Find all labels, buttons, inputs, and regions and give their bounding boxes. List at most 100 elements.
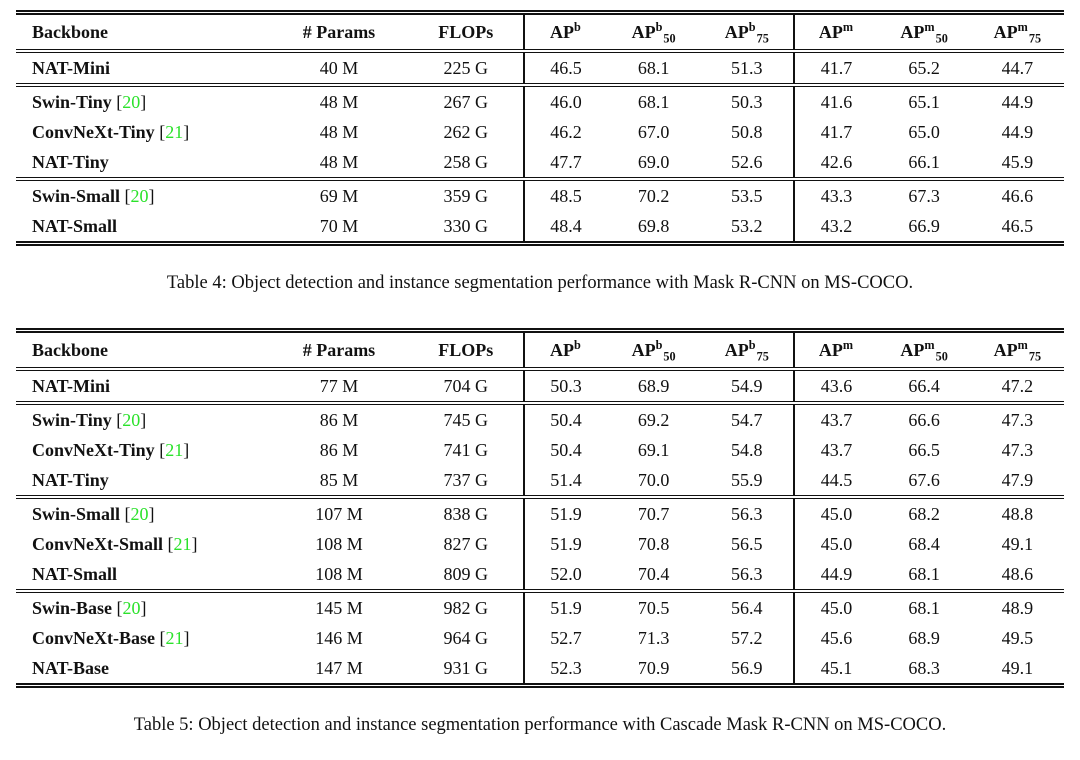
- ap-value-cell: 69.8: [637, 215, 670, 236]
- table-row: ConvNeXt-Tiny [21] 48 M 262 G 46.2 67.0 50.8 4…: [16, 117, 1064, 147]
- ap-value-cell: 68.1: [637, 57, 670, 78]
- ap-value-cell: 43.6: [793, 369, 878, 403]
- ap-value-cell: 46.5: [1001, 215, 1034, 236]
- flops-cell: 745 G: [408, 401, 524, 435]
- col-header-ap-m-75: APm75: [970, 12, 1064, 53]
- table-row: NAT-Tiny 48 M 258 G 47.7 69.0 52.6 42.6 66.1 45.…: [16, 147, 1064, 179]
- ap-value-cell: 65.1: [877, 83, 971, 117]
- backbone-name: NAT-Tiny: [32, 469, 109, 490]
- backbone-cell: Swin-Tiny [20]: [16, 401, 270, 435]
- ap-value-cell: 68.3: [908, 657, 940, 678]
- col-header-flops: FLOPs: [408, 330, 524, 371]
- table-body: NAT-Mini 40 M 225 G 46.5 68.1 51.3 41.7 65.2 44.…: [16, 51, 1064, 244]
- citation-number: 21: [165, 439, 184, 460]
- params-cell: 147 M: [315, 657, 363, 678]
- ap-value-cell: 68.1: [607, 83, 701, 117]
- header-row: Backbone # Params FLOPs APb APb50 APb75 APm APm…: [16, 12, 1064, 53]
- ap-value-cell: 46.6: [970, 177, 1064, 211]
- ap-value-cell: 45.1: [793, 653, 878, 686]
- flops-cell: 741 G: [443, 439, 489, 460]
- flops-cell: 809 G: [443, 563, 489, 584]
- ap-value-cell: 47.3: [970, 401, 1064, 435]
- ap-value-cell: 43.7: [793, 401, 878, 435]
- params-cell: 48 M: [319, 151, 359, 172]
- table-row: Swin-Small [20] 107 M 838 G 51.9 70.7 56.3 45.…: [16, 495, 1064, 529]
- ap-value-cell: 48.9: [970, 589, 1064, 623]
- ap-value-cell: 46.2: [522, 117, 608, 147]
- table-row: ConvNeXt-Small [21] 108 M 827 G 51.9 70.8 56.…: [16, 529, 1064, 559]
- ap-value-cell: 54.7: [700, 401, 795, 435]
- params-cell: 145 M: [269, 589, 409, 623]
- backbone-cell: NAT-Small: [16, 559, 269, 591]
- flops-cell: 262 G: [443, 121, 489, 142]
- table4-caption: Table 4: Object detection and instance s…: [166, 273, 914, 293]
- ap-value-cell: 69.0: [637, 151, 670, 172]
- ap-value-cell: 56.3: [731, 563, 763, 584]
- ap-value-cell: 57.2: [731, 627, 763, 648]
- ap-value-cell: 56.3: [700, 495, 795, 529]
- ap-value-cell: 56.4: [700, 589, 795, 623]
- ap-value-cell: 44.9: [1001, 121, 1034, 142]
- params-cell: 108 M: [315, 533, 363, 554]
- params-cell: 85 M: [319, 469, 359, 490]
- ap-value-cell: 45.0: [793, 529, 878, 559]
- ap-value-cell: 51.9: [522, 589, 608, 623]
- ap-value-cell: 51.9: [522, 495, 608, 529]
- params-cell: 86 M: [269, 401, 409, 435]
- params-cell: 146 M: [315, 627, 363, 648]
- params-cell: 77 M: [319, 375, 359, 396]
- ap-value-cell: 68.9: [637, 375, 670, 396]
- col-header-ap-b-50: APb50: [607, 330, 701, 371]
- backbone-name: Swin-Small: [32, 503, 121, 524]
- ap-value-cell: 51.9: [522, 529, 608, 559]
- ap-value-cell: 53.2: [731, 215, 763, 236]
- flops-cell: 225 G: [443, 57, 489, 78]
- ap-value-cell: 67.3: [877, 177, 971, 211]
- backbone-cell: NAT-Mini: [16, 369, 269, 403]
- ap-value-cell: 56.5: [731, 533, 763, 554]
- flops-cell: 258 G: [443, 151, 489, 172]
- backbone-cell: ConvNeXt-Base [21]: [16, 623, 269, 653]
- ap-value-cell: 47.3: [1001, 439, 1034, 460]
- ap-value-cell: 48.6: [1001, 563, 1034, 584]
- table-row: ConvNeXt-Base [21] 146 M 964 G 52.7 71.3 57.2…: [16, 623, 1064, 653]
- backbone-cell: Swin-Small [20]: [16, 495, 270, 529]
- backbone-cell: NAT-Mini: [16, 51, 269, 85]
- flops-cell: 931 G: [443, 657, 489, 678]
- table-row: Swin-Small [20] 69 M 359 G 48.5 70.2 53.5 43.3…: [16, 177, 1064, 211]
- mask-rcnn-results-table: Backbone # Params FLOPs APb APb50 APb75 APm APm…: [16, 10, 1064, 246]
- citation-number: 20: [130, 185, 149, 206]
- table-row: NAT-Small 70 M 330 G 48.4 69.8 53.2 43.2 66.9 46…: [16, 211, 1064, 244]
- citation-ref: [21]: [163, 533, 198, 554]
- backbone-name: ConvNeXt-Base: [32, 627, 155, 648]
- col-header-backbone: Backbone: [16, 12, 270, 53]
- backbone-cell: ConvNeXt-Small [21]: [16, 529, 269, 559]
- table-row: Swin-Base [20] 145 M 982 G 51.9 70.5 56.4 45.0…: [16, 589, 1064, 623]
- flops-cell: 964 G: [443, 627, 489, 648]
- col-header-params: # Params: [269, 12, 409, 53]
- ap-value-cell: 44.9: [793, 559, 878, 591]
- spacer: [0, 294, 1080, 328]
- ap-value-cell: 70.8: [637, 533, 670, 554]
- flops-cell: 982 G: [408, 589, 524, 623]
- ap-value-cell: 49.1: [1001, 533, 1034, 554]
- backbone-cell: NAT-Small: [16, 211, 269, 244]
- ap-value-cell: 53.5: [700, 177, 795, 211]
- ap-value-cell: 68.4: [908, 533, 940, 554]
- ap-value-cell: 52.6: [731, 151, 763, 172]
- ap-value-cell: 45.9: [1001, 151, 1034, 172]
- ap-value-cell: 50.3: [700, 83, 795, 117]
- ap-value-cell: 70.4: [637, 563, 670, 584]
- backbone-cell: Swin-Small [20]: [16, 177, 270, 211]
- params-cell: 48 M: [319, 121, 359, 142]
- col-header-ap-b-75: APb75: [700, 12, 795, 53]
- citation-ref: [21]: [155, 627, 190, 648]
- table-body: NAT-Mini 77 M 704 G 50.3 68.9 54.9 43.6 66.4 47.…: [16, 369, 1064, 686]
- ap-value-cell: 49.5: [1001, 627, 1034, 648]
- ap-value-cell: 43.7: [793, 435, 878, 465]
- citation-ref: [20]: [120, 503, 155, 524]
- ap-value-cell: 68.9: [908, 627, 940, 648]
- ap-value-cell: 54.8: [731, 439, 763, 460]
- ap-value-cell: 52.0: [522, 559, 608, 591]
- ap-value-cell: 44.5: [793, 465, 878, 497]
